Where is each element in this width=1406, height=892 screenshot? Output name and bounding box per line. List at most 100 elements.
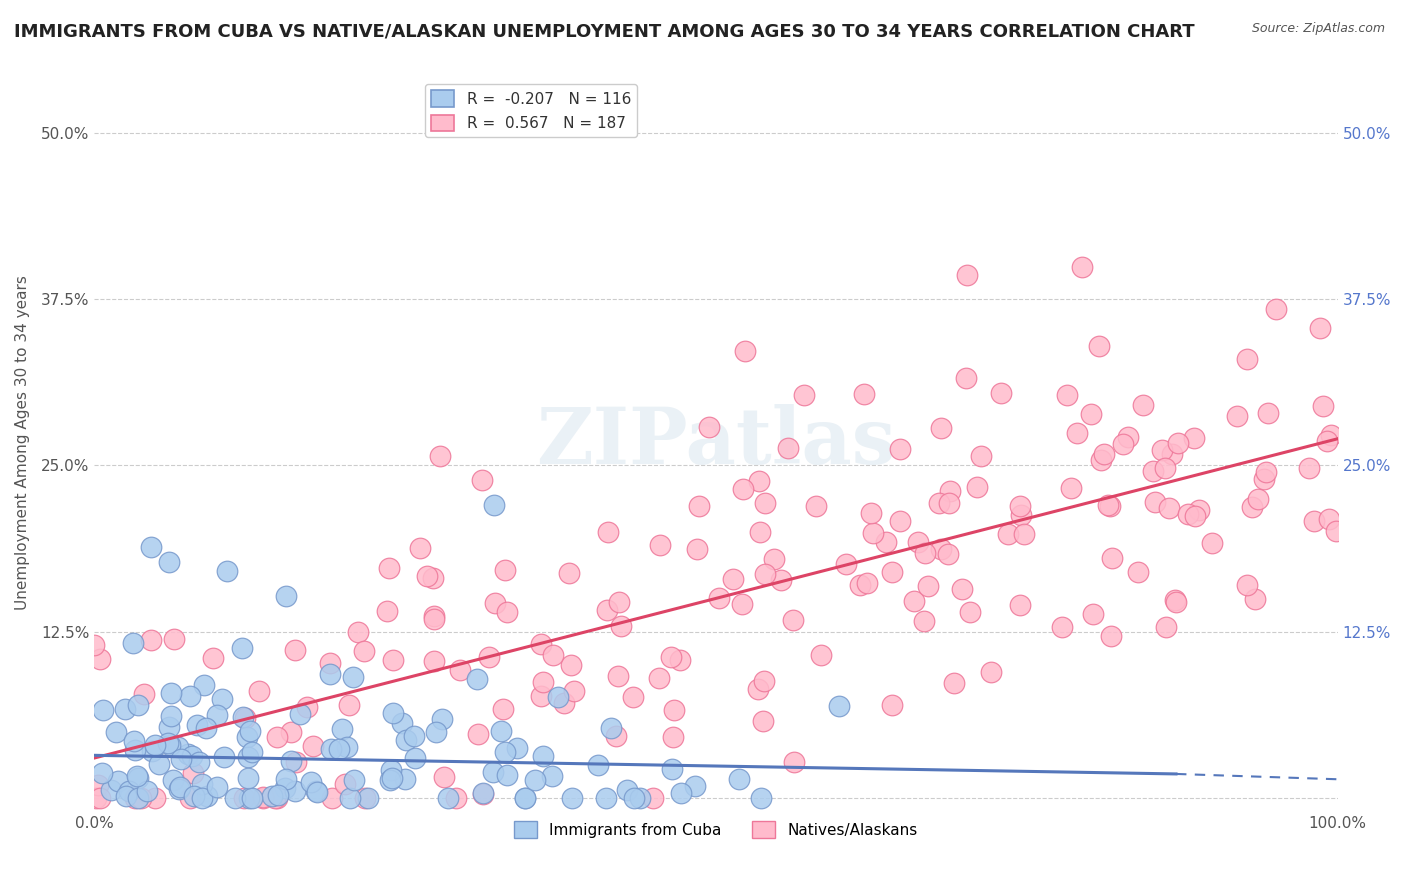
Point	[903, 594, 925, 608]
Point	[828, 699, 851, 714]
Point	[763, 551, 786, 566]
Point	[266, 731, 288, 745]
Point	[433, 770, 456, 784]
Point	[336, 740, 359, 755]
Point	[835, 557, 858, 571]
Point	[929, 421, 952, 435]
Point	[686, 541, 709, 556]
Point	[89, 652, 111, 666]
Point	[238, 790, 260, 805]
Point	[284, 784, 307, 798]
Point	[240, 745, 263, 759]
Point	[492, 702, 515, 716]
Point	[1312, 399, 1334, 413]
Point	[179, 689, 201, 703]
Point	[1060, 481, 1083, 495]
Point	[596, 603, 619, 617]
Point	[262, 789, 284, 803]
Point	[449, 663, 471, 677]
Point	[1236, 351, 1258, 366]
Point	[84, 790, 107, 805]
Point	[728, 772, 751, 786]
Point	[195, 789, 218, 803]
Point	[1182, 431, 1205, 445]
Point	[1316, 434, 1339, 449]
Point	[478, 650, 501, 665]
Point	[377, 560, 399, 574]
Point	[754, 567, 776, 582]
Point	[1164, 593, 1187, 607]
Point	[990, 386, 1012, 401]
Point	[141, 633, 163, 648]
Point	[224, 790, 246, 805]
Point	[380, 772, 402, 786]
Point	[416, 569, 439, 583]
Point	[179, 790, 201, 805]
Point	[491, 723, 513, 738]
Point	[889, 442, 911, 457]
Point	[273, 780, 295, 795]
Point	[793, 388, 815, 402]
Point	[1324, 524, 1347, 538]
Point	[782, 613, 804, 627]
Point	[543, 648, 565, 662]
Point	[997, 527, 1019, 541]
Point	[648, 538, 671, 552]
Point	[252, 790, 274, 805]
Point	[1225, 409, 1247, 423]
Point	[472, 787, 495, 801]
Point	[1116, 429, 1139, 443]
Point	[621, 690, 644, 705]
Point	[83, 638, 105, 652]
Point	[862, 526, 884, 541]
Point	[333, 777, 356, 791]
Point	[181, 748, 204, 763]
Point	[1099, 629, 1122, 643]
Text: IMMIGRANTS FROM CUBA VS NATIVE/ALASKAN UNEMPLOYMENT AMONG AGES 30 TO 34 YEARS CO: IMMIGRANTS FROM CUBA VS NATIVE/ALASKAN U…	[14, 22, 1195, 40]
Point	[938, 547, 960, 561]
Point	[353, 643, 375, 657]
Point	[1254, 465, 1277, 479]
Point	[191, 790, 214, 805]
Point	[1056, 388, 1078, 402]
Text: Source: ZipAtlas.com: Source: ZipAtlas.com	[1251, 22, 1385, 36]
Point	[1099, 500, 1122, 514]
Point	[319, 742, 342, 756]
Point	[232, 710, 254, 724]
Point	[181, 766, 204, 780]
Point	[1265, 301, 1288, 316]
Point	[530, 689, 553, 703]
Point	[319, 656, 342, 670]
Point	[267, 788, 290, 802]
Point	[347, 625, 370, 640]
Point	[595, 790, 617, 805]
Point	[907, 535, 929, 549]
Point	[1008, 499, 1031, 513]
Point	[588, 758, 610, 772]
Point	[429, 449, 451, 463]
Point	[211, 692, 233, 706]
Point	[917, 579, 939, 593]
Point	[659, 650, 682, 665]
Point	[852, 386, 875, 401]
Point	[596, 525, 619, 540]
Point	[541, 769, 564, 783]
Point	[114, 702, 136, 716]
Point	[751, 714, 773, 729]
Point	[169, 780, 191, 794]
Point	[444, 790, 467, 805]
Point	[752, 673, 775, 688]
Point	[950, 582, 973, 597]
Point	[342, 670, 364, 684]
Point	[305, 785, 328, 799]
Point	[91, 702, 114, 716]
Point	[856, 576, 879, 591]
Point	[1201, 535, 1223, 549]
Point	[749, 790, 772, 805]
Point	[118, 784, 141, 798]
Point	[849, 578, 872, 592]
Point	[1157, 500, 1180, 515]
Point	[1144, 495, 1167, 509]
Point	[339, 790, 361, 805]
Point	[641, 790, 664, 805]
